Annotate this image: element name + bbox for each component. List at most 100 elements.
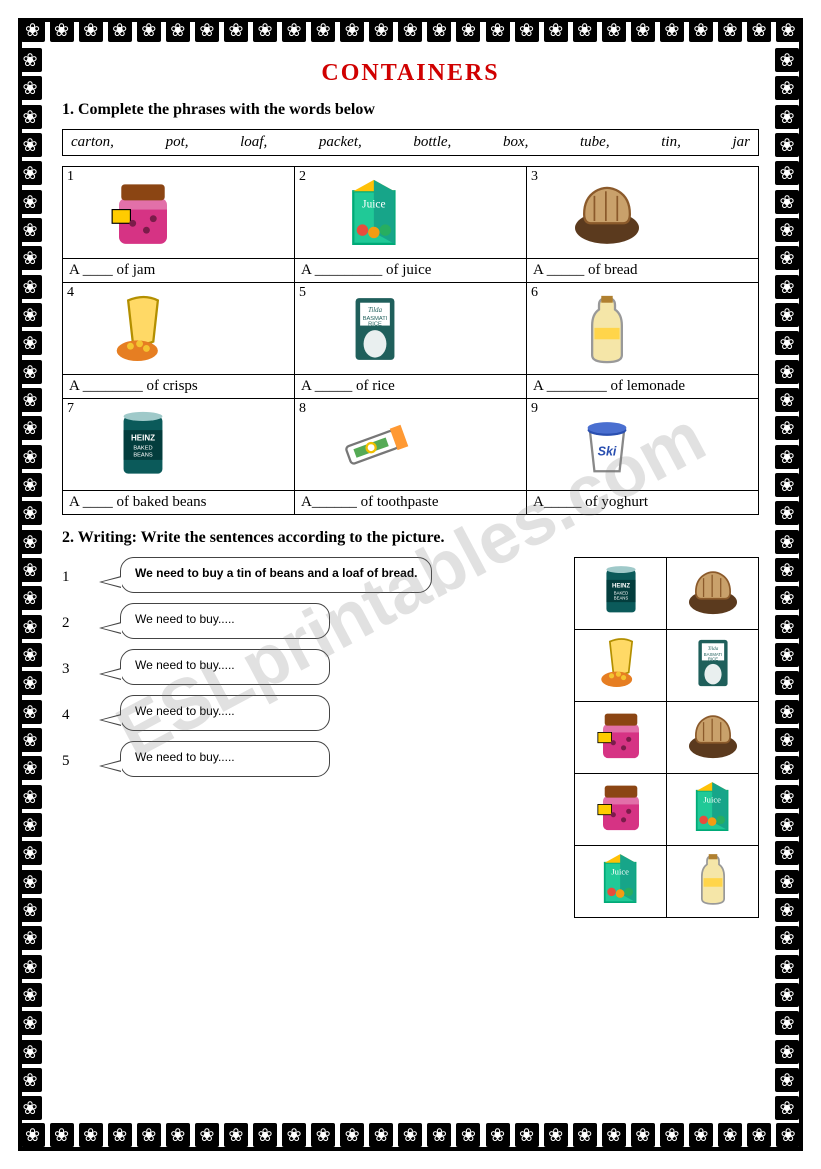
rice-icon: TildaBASMATIRICE <box>683 680 743 697</box>
word-bank-item: bottle, <box>413 134 451 151</box>
juice-icon: Juice <box>683 824 743 841</box>
lemonade-icon <box>567 289 647 374</box>
grid-image-cell: 5 TildaBASMATIRICE <box>295 283 527 375</box>
grid-caption-cell: A ____ of baked beans <box>63 491 295 515</box>
cell-number: 6 <box>531 285 538 301</box>
instruction-1: 1. Complete the phrases with the words b… <box>62 101 759 119</box>
svg-text:BAKED: BAKED <box>613 590 627 595</box>
svg-text:Tilda: Tilda <box>368 307 383 314</box>
picture-pair-cell <box>667 702 759 774</box>
crisps-icon <box>103 289 183 374</box>
svg-text:HEINZ: HEINZ <box>131 433 155 442</box>
writing-section: 1 We need to buy a tin of beans and a loa… <box>62 557 759 918</box>
cell-number: 9 <box>531 401 538 417</box>
page-title: CONTAINERS <box>62 60 759 87</box>
svg-text:RICE: RICE <box>707 656 717 661</box>
bubble-number: 2 <box>62 603 80 632</box>
word-bank-item: packet, <box>319 134 362 151</box>
grid-image-cell: 6 <box>527 283 759 375</box>
speech-bubbles: 1 We need to buy a tin of beans and a loa… <box>62 557 554 918</box>
exercise-grid: 1 2 Juice 3 A ____ of jamA _________ of juic… <box>62 166 759 515</box>
speech-bubble: We need to buy a tin of beans and a loaf… <box>120 557 432 593</box>
word-bank-item: box, <box>503 134 528 151</box>
jam-icon <box>103 173 183 258</box>
bread-icon <box>683 608 743 625</box>
speech-bubble: We need to buy..... <box>120 649 330 685</box>
svg-text:HEINZ: HEINZ <box>612 584 630 590</box>
svg-text:Juice: Juice <box>611 867 629 877</box>
cell-number: 8 <box>299 401 306 417</box>
word-bank: carton, pot, loaf, packet, bottle, box, tube, t… <box>62 129 759 156</box>
bread-icon <box>567 173 647 258</box>
picture-pair-cell <box>667 846 759 918</box>
word-bank-item: pot, <box>166 134 189 151</box>
grid-image-cell: 1 <box>63 167 295 259</box>
rice-icon: TildaBASMATIRICE <box>335 289 415 374</box>
grid-image-cell: 7 HEINZ BAKEDBEANS <box>63 399 295 491</box>
svg-text:RICE: RICE <box>368 322 382 328</box>
beans-icon: HEINZ BAKEDBEANS <box>103 405 183 490</box>
bubble-row: 4 We need to buy..... <box>62 695 554 731</box>
speech-bubble: We need to buy..... <box>120 695 330 731</box>
toothpaste-icon <box>335 405 415 490</box>
svg-text:Juice: Juice <box>362 198 385 210</box>
word-bank-item: jar <box>732 134 750 151</box>
cell-number: 5 <box>299 285 306 301</box>
picture-pairs-table: HEINZBAKEDBEANS TildaBASMATIRICE Juice Juic… <box>574 557 759 918</box>
bubble-row: 1 We need to buy a tin of beans and a loa… <box>62 557 554 593</box>
juice-icon: Juice <box>591 896 651 913</box>
bubble-number: 1 <box>62 557 80 586</box>
picture-pair-cell: Juice <box>667 774 759 846</box>
jam-icon <box>591 752 651 769</box>
svg-text:Ski: Ski <box>598 444 617 458</box>
grid-caption-cell: A______ of toothpaste <box>295 491 527 515</box>
picture-pair-cell: HEINZBAKEDBEANS <box>575 558 667 630</box>
svg-text:BEANS: BEANS <box>133 452 153 458</box>
cell-number: 7 <box>67 401 74 417</box>
word-bank-item: tube, <box>580 134 610 151</box>
bubble-number: 3 <box>62 649 80 678</box>
bread-icon <box>683 752 743 769</box>
speech-bubble: We need to buy..... <box>120 603 330 639</box>
crisps-icon <box>591 680 651 697</box>
svg-text:Juice: Juice <box>703 795 721 805</box>
grid-caption-cell: A ____ of jam <box>63 259 295 283</box>
bubble-number: 4 <box>62 695 80 724</box>
picture-pair-cell <box>575 630 667 702</box>
yoghurt-icon: Ski <box>567 405 647 490</box>
picture-pair-cell <box>667 558 759 630</box>
beans-icon: HEINZBAKEDBEANS <box>591 608 651 625</box>
cell-number: 2 <box>299 169 306 185</box>
grid-caption-cell: A _____ of rice <box>295 375 527 399</box>
grid-caption-cell: A_____ of yoghurt <box>527 491 759 515</box>
grid-caption-cell: A ________ of lemonade <box>527 375 759 399</box>
cell-number: 1 <box>67 169 74 185</box>
svg-text:Tilda: Tilda <box>707 646 718 652</box>
bubble-row: 2 We need to buy..... <box>62 603 554 639</box>
word-bank-item: tin, <box>661 134 681 151</box>
svg-text:BAKED: BAKED <box>133 446 152 452</box>
grid-image-cell: 8 <box>295 399 527 491</box>
grid-caption-cell: A _________ of juice <box>295 259 527 283</box>
picture-pair-cell <box>575 774 667 846</box>
cell-number: 4 <box>67 285 74 301</box>
jam-icon <box>591 824 651 841</box>
word-bank-item: carton, <box>71 134 114 151</box>
worksheet-content: CONTAINERS 1. Complete the phrases with … <box>62 60 759 1109</box>
picture-pair-cell: TildaBASMATIRICE <box>667 630 759 702</box>
juice-icon: Juice <box>335 173 415 258</box>
cell-number: 3 <box>531 169 538 185</box>
instruction-2: 2. Writing: Write the sentences accordin… <box>62 529 759 547</box>
picture-pair-cell <box>575 702 667 774</box>
grid-image-cell: 2 Juice <box>295 167 527 259</box>
grid-image-cell: 9 Ski <box>527 399 759 491</box>
grid-image-cell: 4 <box>63 283 295 375</box>
bubble-number: 5 <box>62 741 80 770</box>
grid-image-cell: 3 <box>527 167 759 259</box>
word-bank-item: loaf, <box>240 134 267 151</box>
bubble-row: 3 We need to buy..... <box>62 649 554 685</box>
picture-pair-cell: Juice <box>575 846 667 918</box>
speech-bubble: We need to buy..... <box>120 741 330 777</box>
grid-caption-cell: A _____ of bread <box>527 259 759 283</box>
lemonade-icon <box>683 896 743 913</box>
